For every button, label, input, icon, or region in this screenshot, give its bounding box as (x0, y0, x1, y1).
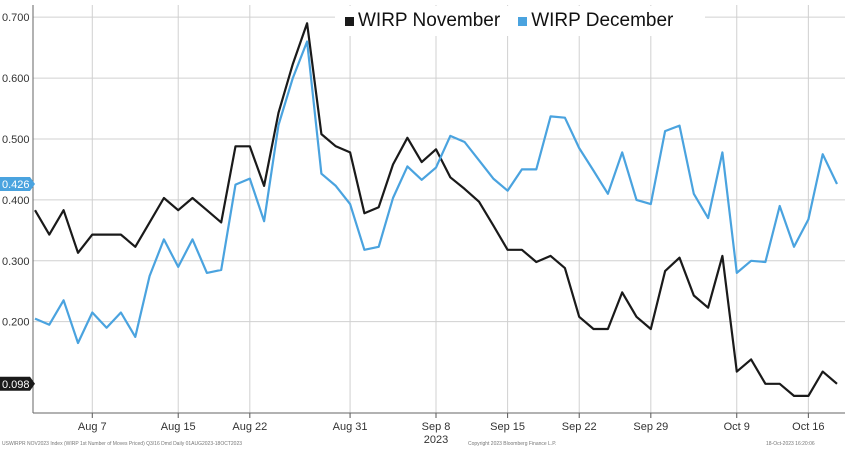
legend-label-november: WIRP November (358, 10, 501, 31)
footer-copyright: Copyright 2023 Bloomberg Finance L.P. (468, 441, 557, 447)
legend-swatch-december (518, 16, 528, 26)
legend: WIRP November WIRP December (335, 6, 706, 36)
x-tick-label: Sep 15 (490, 421, 525, 433)
x-tick-label: Aug 7 (78, 421, 107, 433)
x-tick-label: Aug 22 (232, 421, 267, 433)
last-value-badge-november: 0.098 (0, 376, 35, 391)
grid (33, 5, 845, 413)
y-tick-label: 0.700 (2, 12, 30, 24)
legend-label-december: WIRP December (531, 10, 674, 31)
x-tick-label: Sep 8 (422, 421, 451, 433)
badge-shape (0, 177, 35, 192)
legend-item-november: WIRP November (345, 10, 500, 32)
legend-item-december: WIRP December (518, 10, 673, 32)
last-value-badges: 0.098 0.426 (0, 177, 35, 391)
badge-value: 0.098 (2, 379, 30, 391)
badge-shape (0, 376, 35, 391)
y-tick-label: 0.300 (2, 256, 30, 268)
y-tick-label: 0.200 (2, 317, 30, 329)
x-tick-label: Aug 15 (161, 421, 196, 433)
series-layer (34, 22, 838, 397)
y-tick-label: 0.400 (2, 195, 30, 207)
y-axis: 0.700 0.600 0.500 0.400 0.300 0.200 (2, 5, 34, 413)
x-tick-label: Aug 31 (333, 421, 368, 433)
x-tick-label: Sep 22 (562, 421, 597, 433)
x-axis: Aug 7 Aug 15 Aug 22 Aug 31 Sep 8 Sep 15 Sep 22… (33, 412, 845, 446)
series-line-december (34, 40, 838, 345)
x-tick-label: Oct 9 (724, 421, 750, 433)
legend-swatch-november (345, 16, 354, 26)
x-tick-label: Sep 29 (633, 421, 668, 433)
badge-value: 0.426 (2, 179, 30, 191)
series-line-november (34, 22, 838, 397)
footer-source: USWIRPR NOV2023 Index (WIRP 1st Number o… (2, 441, 242, 447)
x-tick-label: Oct 16 (792, 421, 824, 433)
footer-timestamp: 18-Oct-2023 16:20:06 (766, 441, 815, 447)
y-tick-label: 0.500 (2, 134, 30, 146)
last-value-badge-december: 0.426 (0, 177, 35, 192)
x-axis-year-label: 2023 (424, 434, 448, 446)
y-tick-label: 0.600 (2, 73, 30, 85)
